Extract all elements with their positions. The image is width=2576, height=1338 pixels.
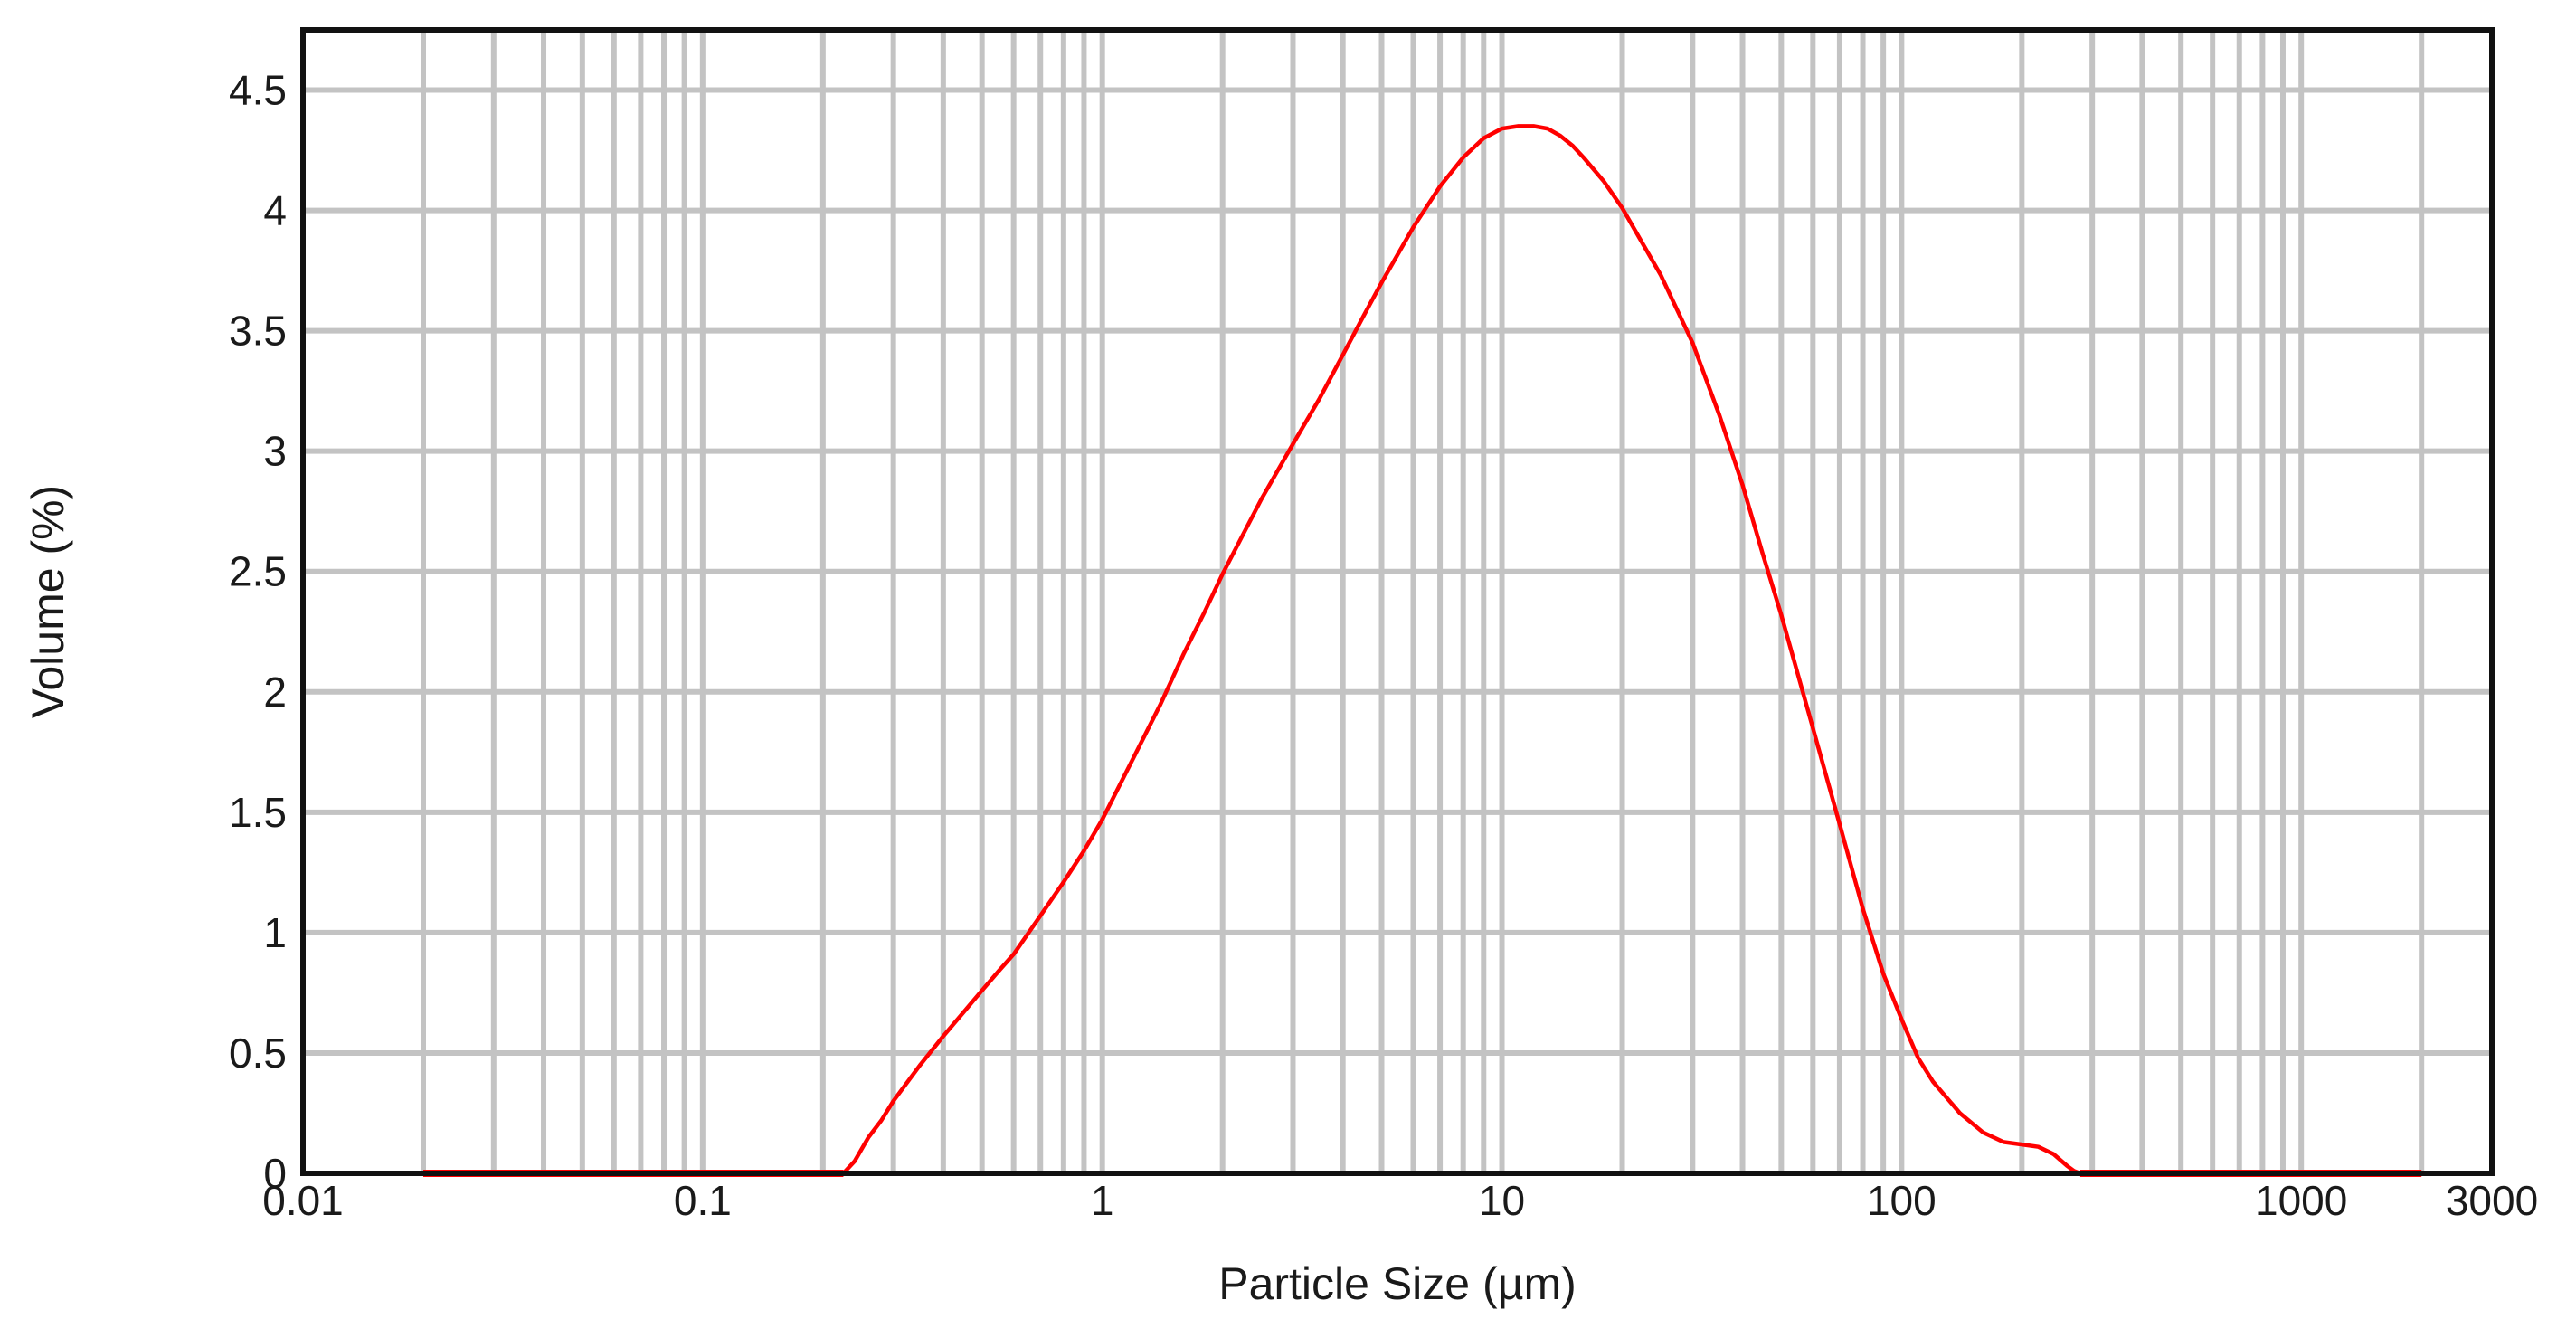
series-layer xyxy=(423,124,2422,1177)
x-tick-label: 10 xyxy=(1479,1177,1525,1224)
x-axis-ticks: 0.01 0.1 1 10 100 1000 3000 xyxy=(262,1177,2538,1224)
y-tick-label: 1.5 xyxy=(229,789,287,836)
y-tick-label: 1 xyxy=(263,909,287,956)
y-tick-label: 4.5 xyxy=(229,67,287,114)
y-axis-title: Volume (%) xyxy=(23,485,73,718)
y-axis-ticks: 0 0.5 1 1.5 2 2.5 3 3.5 4 4.5 xyxy=(229,67,287,1197)
grid-layer xyxy=(303,30,2492,1173)
x-tick-label: 3000 xyxy=(2446,1177,2538,1224)
y-tick-label: 2.5 xyxy=(229,548,287,595)
x-axis-title: Particle Size (µm) xyxy=(1218,1258,1577,1309)
y-tick-label: 2 xyxy=(263,669,287,716)
x-tick-label: 0.1 xyxy=(674,1177,732,1224)
x-tick-label: 1000 xyxy=(2255,1177,2347,1224)
y-tick-label: 4 xyxy=(263,187,287,234)
y-tick-label: 0.5 xyxy=(229,1030,287,1077)
y-tick-label: 3 xyxy=(263,428,287,475)
x-tick-label: 0.01 xyxy=(262,1177,344,1224)
y-tick-label: 0 xyxy=(263,1150,287,1197)
y-tick-label: 3.5 xyxy=(229,308,287,355)
x-tick-label: 1 xyxy=(1091,1177,1114,1224)
x-tick-label: 100 xyxy=(1867,1177,1937,1224)
volume-distribution-line xyxy=(423,124,2422,1176)
plot-frame xyxy=(300,27,2495,1176)
